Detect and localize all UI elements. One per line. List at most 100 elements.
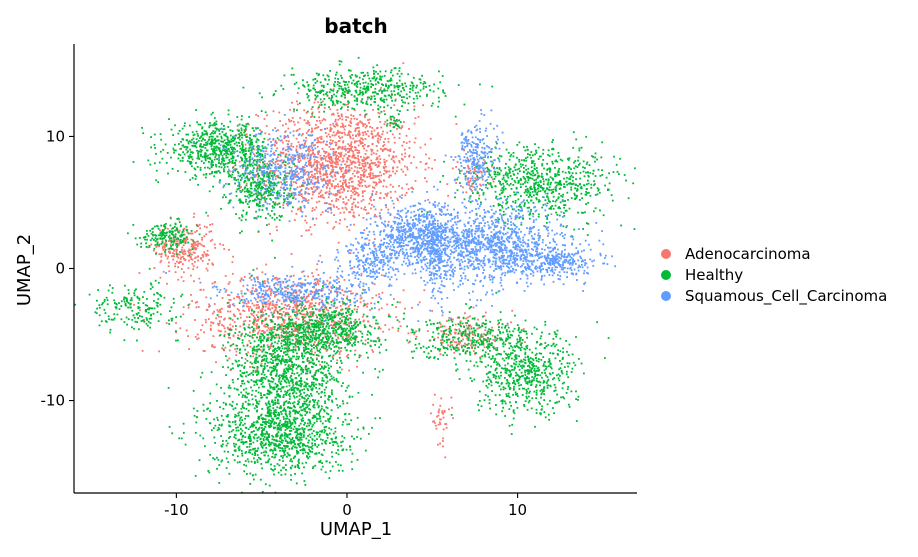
point: [211, 163, 214, 166]
point: [210, 139, 213, 141]
point: [236, 295, 238, 298]
point: [467, 167, 470, 170]
point: [261, 330, 264, 332]
point: [184, 122, 186, 125]
point: [292, 284, 295, 287]
point: [372, 351, 374, 353]
point: [219, 311, 222, 314]
point: [325, 191, 328, 194]
cluster-1-4: [74, 267, 190, 342]
point: [331, 356, 334, 358]
point: [175, 330, 177, 333]
point: [141, 315, 143, 318]
point: [458, 342, 461, 345]
point: [374, 164, 377, 166]
point: [422, 83, 425, 85]
point: [266, 114, 268, 117]
point: [368, 173, 370, 175]
point: [308, 229, 310, 232]
point: [124, 303, 127, 306]
point: [323, 150, 325, 153]
point: [225, 152, 228, 155]
point: [262, 438, 265, 440]
point: [363, 229, 366, 231]
point: [321, 465, 324, 468]
point: [307, 295, 310, 297]
point: [438, 100, 440, 103]
point: [232, 313, 235, 316]
point: [367, 119, 369, 121]
point: [377, 72, 379, 75]
point: [204, 147, 207, 149]
point: [232, 165, 235, 168]
point: [383, 167, 386, 169]
point: [371, 190, 374, 193]
point: [238, 142, 241, 144]
point: [450, 396, 453, 399]
point: [362, 87, 365, 90]
point: [258, 186, 260, 188]
point: [356, 97, 359, 100]
point: [362, 93, 365, 96]
point: [269, 214, 272, 217]
point: [371, 349, 374, 351]
point: [392, 185, 394, 188]
point: [245, 184, 248, 187]
point: [293, 303, 296, 306]
point: [155, 301, 158, 304]
point: [334, 151, 336, 154]
point: [271, 182, 274, 185]
point: [280, 455, 283, 457]
point: [229, 134, 232, 137]
point: [357, 180, 360, 182]
point: [274, 183, 276, 185]
point: [166, 257, 169, 260]
point: [208, 230, 211, 233]
point: [304, 323, 306, 326]
point: [328, 192, 330, 195]
point: [202, 350, 205, 352]
point: [304, 219, 307, 222]
point: [351, 149, 353, 152]
point: [304, 305, 307, 308]
point: [356, 100, 358, 103]
point: [319, 98, 322, 101]
point: [287, 326, 290, 329]
point: [218, 162, 221, 165]
point: [193, 242, 196, 245]
point: [343, 131, 346, 134]
point: [295, 310, 298, 313]
point: [196, 245, 199, 247]
point: [350, 144, 352, 147]
point: [304, 410, 307, 413]
point: [341, 186, 344, 188]
point: [343, 211, 345, 214]
point: [288, 166, 291, 168]
point: [346, 109, 349, 111]
point: [247, 404, 250, 406]
point: [173, 226, 176, 228]
point: [295, 212, 298, 215]
point: [161, 241, 164, 244]
point: [174, 143, 176, 146]
point: [205, 155, 208, 158]
point: [111, 291, 114, 294]
point: [125, 316, 128, 319]
point: [363, 147, 365, 150]
point: [364, 170, 366, 173]
point: [109, 331, 111, 334]
point: [206, 253, 208, 256]
point: [245, 150, 247, 152]
point: [257, 187, 259, 190]
series-adenocarcinoma: [133, 62, 526, 459]
point: [385, 185, 388, 188]
point: [316, 348, 319, 351]
point: [249, 483, 252, 485]
point: [302, 309, 305, 312]
point: [396, 197, 399, 200]
point: [220, 414, 223, 417]
point: [349, 252, 352, 255]
point: [191, 138, 193, 141]
point: [241, 332, 244, 335]
point: [325, 460, 328, 463]
